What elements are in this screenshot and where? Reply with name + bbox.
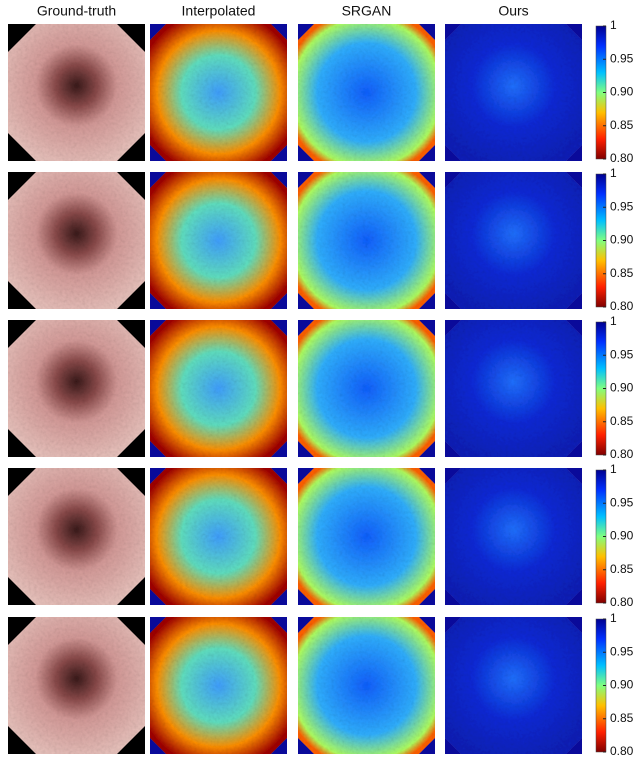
colorbar-tick-label: 1 [610,611,617,625]
error-heatmap [150,468,287,605]
colorbar-tick-label: 0.90 [610,233,634,247]
error-heatmap [298,24,435,161]
colorbar-tick-label: 0.95 [610,644,634,658]
column-header: Ours [498,3,528,19]
error-heatmap [298,172,435,309]
colorbar-tick-label: 0.80 [610,151,634,165]
colorbar-tick-label: 0.95 [610,347,634,361]
error-heatmap [298,320,435,457]
column-header: Interpolated [182,3,256,19]
colorbar-tick-label: 0.85 [610,118,634,132]
endoscopy-image [8,617,145,754]
colorbar-tick-label: 0.90 [610,85,634,99]
colorbar-tick-label: 0.95 [610,199,634,213]
colorbar-tick-label: 0.95 [610,495,634,509]
colorbar-tick-label: 1 [610,314,617,328]
endoscopy-image [8,172,145,309]
error-heatmap [445,320,582,457]
colorbar-tick-label: 0.85 [610,711,634,725]
error-heatmap [445,468,582,605]
error-heatmap [298,617,435,754]
error-heatmap [445,172,582,309]
colorbar-tick-label: 0.90 [610,381,634,395]
colorbar-tick-label: 0.80 [610,744,634,758]
error-heatmap [445,24,582,161]
endoscopy-image [8,468,145,605]
column-header: Ground-truth [37,3,116,19]
endoscopy-image [8,24,145,161]
colorbar-tick-label: 0.90 [610,678,634,692]
colorbar-tick-label: 0.85 [610,266,634,280]
colorbar-tick-label: 1 [610,462,617,476]
colorbar-tick-label: 0.85 [610,562,634,576]
colorbar-tick-label: 0.80 [610,595,634,609]
colorbar-tick-label: 0.85 [610,414,634,428]
error-heatmap [298,468,435,605]
colorbar-tick-label: 0.80 [610,447,634,461]
error-heatmap [150,172,287,309]
endoscopy-image [8,320,145,457]
colorbar-tick-label: 1 [610,166,617,180]
colorbar-tick-label: 0.95 [610,51,634,65]
error-heatmap [150,24,287,161]
error-heatmap [445,617,582,754]
column-header: SRGAN [342,3,392,19]
colorbar-tick-label: 0.90 [610,529,634,543]
error-heatmap [150,617,287,754]
error-heatmap [150,320,287,457]
colorbar-tick-label: 0.80 [610,299,634,313]
colorbar-tick-label: 1 [610,18,617,32]
